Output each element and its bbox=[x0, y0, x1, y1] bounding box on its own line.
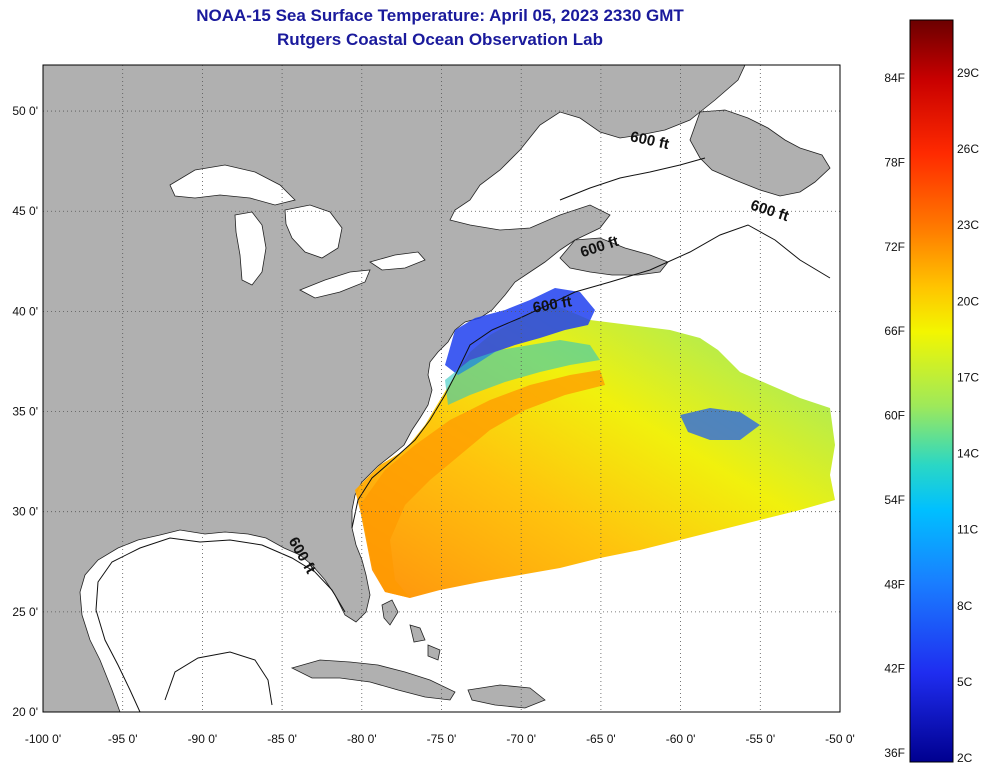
colorbar-f-label: 36F bbox=[884, 746, 905, 760]
colorbar-f-label: 84F bbox=[884, 71, 905, 85]
colorbar-c-label: 23C bbox=[957, 218, 979, 232]
lon-tick-label: -70 0' bbox=[506, 732, 536, 746]
lon-tick-label: -95 0' bbox=[108, 732, 138, 746]
lat-tick-label: 25 0' bbox=[12, 605, 38, 619]
lake-ontario bbox=[369, 251, 426, 271]
lon-tick-label: -75 0' bbox=[427, 732, 457, 746]
colorbar-fahrenheit-labels: 84F 78F 72F 66F 60F 54F 48F 42F 36F bbox=[884, 71, 905, 760]
colorbar-f-label: 42F bbox=[884, 662, 905, 676]
map-subtitle: Rutgers Coastal Ocean Observation Lab bbox=[277, 30, 603, 49]
lat-tick-label: 30 0' bbox=[12, 505, 38, 519]
colorbar-c-label: 11C bbox=[957, 523, 978, 537]
colorbar-f-label: 60F bbox=[884, 409, 905, 423]
lon-tick-label: -65 0' bbox=[586, 732, 616, 746]
lon-tick-label: -100 0' bbox=[25, 732, 61, 746]
lon-tick-label: -85 0' bbox=[267, 732, 297, 746]
lat-tick-label: 45 0' bbox=[12, 204, 38, 218]
temperature-colorbar bbox=[909, 19, 954, 763]
lat-tick-label: 20 0' bbox=[12, 705, 38, 719]
sst-cold-patch-east bbox=[680, 408, 760, 440]
colorbar-c-label: 26C bbox=[957, 142, 979, 156]
colorbar-celsius-labels: 29C 26C 23C 20C 17C 14C 11C 8C 5C 2C bbox=[957, 66, 979, 765]
isobath-600ft-atlantic bbox=[351, 224, 831, 529]
sst-gulf-stream-band bbox=[360, 370, 605, 598]
lake-michigan bbox=[234, 211, 267, 286]
nova-scotia-land bbox=[559, 237, 669, 276]
colorbar-f-label: 48F bbox=[884, 577, 905, 591]
lon-tick-label: -90 0' bbox=[188, 732, 218, 746]
lon-tick-label: -50 0' bbox=[825, 732, 855, 746]
cuba-land bbox=[290, 659, 456, 701]
lon-tick-label: -60 0' bbox=[666, 732, 696, 746]
colorbar-f-label: 78F bbox=[884, 155, 905, 169]
isobath-600ft-yucatan bbox=[164, 651, 273, 706]
north-america-land bbox=[43, 65, 746, 712]
colorbar-f-label: 54F bbox=[884, 493, 905, 507]
lake-huron bbox=[284, 204, 343, 259]
map-gridlines bbox=[43, 65, 840, 712]
lake-erie bbox=[299, 269, 371, 299]
sst-cool-slope-water bbox=[445, 340, 600, 405]
map-title: NOAA-15 Sea Surface Temperature: April 0… bbox=[196, 6, 684, 25]
colorbar-c-label: 2C bbox=[957, 751, 973, 765]
isobath-label: 600 ft bbox=[532, 293, 574, 317]
colorbar-c-label: 29C bbox=[957, 66, 979, 80]
colorbar-f-label: 66F bbox=[884, 324, 905, 338]
sst-cold-shelf-water bbox=[445, 288, 595, 375]
map-tick-labels: -100 0' -95 0' -90 0' -85 0' -80 0' -75 0' -70… bbox=[12, 104, 854, 746]
colorbar-c-label: 20C bbox=[957, 294, 979, 308]
lat-tick-label: 35 0' bbox=[12, 405, 38, 419]
map-frame bbox=[42, 64, 841, 713]
isobath-600ft-gulf bbox=[95, 537, 346, 712]
colorbar-c-label: 17C bbox=[957, 370, 979, 384]
bahamas-islands bbox=[381, 599, 441, 661]
colorbar-c-label: 8C bbox=[957, 599, 973, 613]
colorbar-f-label: 72F bbox=[884, 240, 905, 254]
colorbar-c-label: 14C bbox=[957, 447, 979, 461]
hispaniola-land bbox=[467, 684, 546, 709]
lon-tick-label: -55 0' bbox=[745, 732, 775, 746]
colorbar-c-label: 5C bbox=[957, 675, 973, 689]
lake-superior bbox=[169, 164, 296, 206]
lat-tick-label: 50 0' bbox=[12, 104, 38, 118]
lat-tick-label: 40 0' bbox=[12, 304, 38, 318]
lon-tick-label: -80 0' bbox=[347, 732, 377, 746]
isobath-600ft-stlawrence bbox=[559, 157, 706, 201]
